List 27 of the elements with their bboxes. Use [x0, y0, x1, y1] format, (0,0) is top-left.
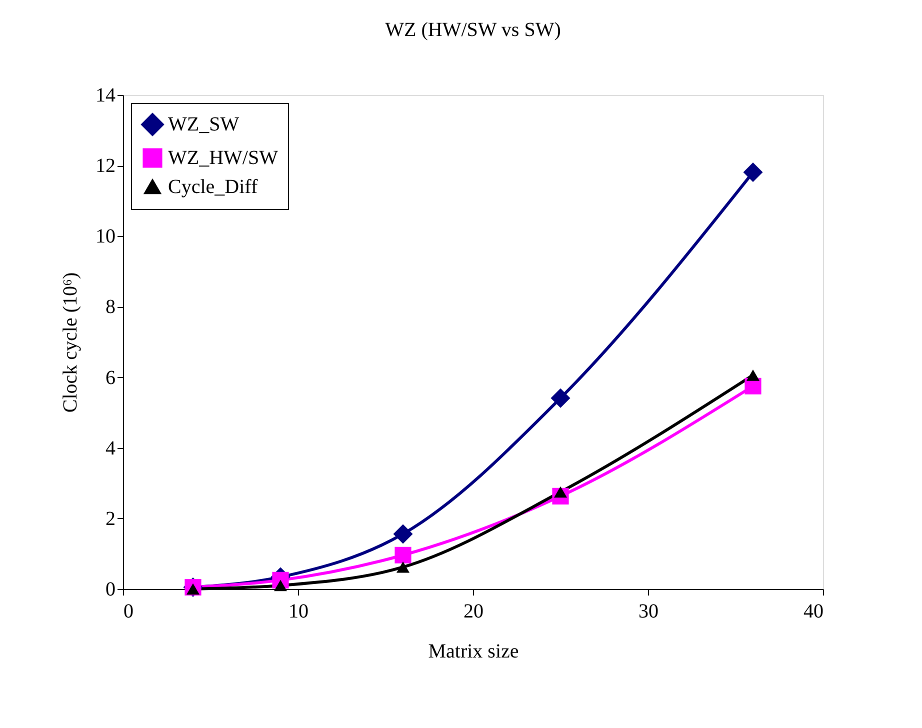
- y-axis-title: Clock cycle (10⁶): [60, 272, 82, 413]
- point: [274, 580, 288, 592]
- legend-label: Cycle_Diff: [168, 176, 258, 198]
- legend-label: WZ_HW/SW: [168, 147, 278, 169]
- x-axis-title: Matrix size: [428, 640, 519, 662]
- y-tick-label: 8: [106, 296, 116, 318]
- y-tick-label: 10: [96, 226, 116, 248]
- point: [746, 370, 760, 381]
- x-tick-label: 40: [804, 600, 824, 622]
- point: [743, 162, 763, 182]
- x-tick-label: 20: [464, 600, 484, 622]
- point: [394, 546, 412, 564]
- y-tick-label: 0: [106, 578, 116, 600]
- point: [550, 388, 570, 408]
- y-tick-label: 14: [96, 84, 116, 106]
- y-tick-label: 12: [96, 155, 116, 178]
- y-tick-label: 4: [106, 437, 116, 460]
- legend-label: WZ_SW: [168, 114, 240, 136]
- x-tick-label: 30: [638, 600, 658, 622]
- point: [396, 561, 410, 573]
- y-tick-label: 6: [106, 366, 116, 389]
- x-tick-label: 0: [124, 600, 134, 622]
- x-tick-label: 10: [288, 600, 308, 622]
- chart-title: WZ (HW/SW vs SW): [385, 19, 561, 41]
- y-tick-label: 2: [106, 508, 116, 530]
- point: [554, 486, 568, 498]
- point: [393, 524, 413, 544]
